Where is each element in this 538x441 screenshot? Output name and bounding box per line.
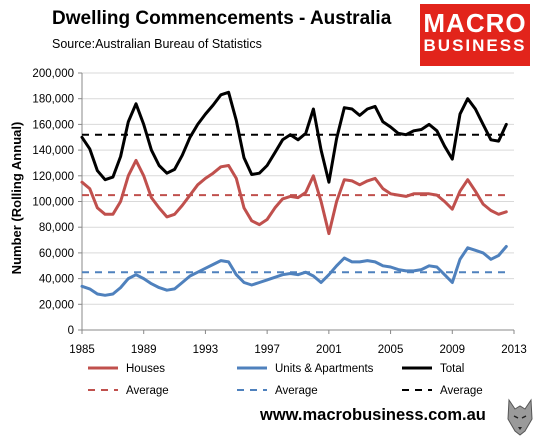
legend: Houses Units & Apartments Total Average Aver… [88, 363, 483, 397]
legend-label: Units & Apartments [275, 363, 374, 375]
legend-label: Average [275, 385, 318, 397]
footer-url: www.macrobusiness.com.au [260, 406, 486, 424]
chart-subtitle: Source:Australian Bureau of Statistics [52, 37, 262, 51]
logo-line-1: MACRO [423, 8, 527, 38]
x-tick-label: 1989 [131, 344, 157, 356]
y-tick-label: 100,000 [32, 197, 74, 209]
y-tick-label: 160,000 [32, 119, 74, 131]
y-tick-label: 180,000 [32, 94, 74, 106]
gridlines [82, 72, 514, 305]
y-tick-label: 60,000 [39, 248, 74, 260]
legend-label: Houses [126, 363, 165, 375]
chart-title: Dwelling Commencements - Australia [52, 8, 392, 29]
y-tick-labels: 0 20,000 40,000 60,000 80,000 100,000 120,000 1… [32, 68, 74, 337]
y-axis-label: Number (Rolling Annual) [9, 122, 24, 275]
legend-label: Average [440, 385, 483, 397]
x-tick-label: 1993 [193, 344, 219, 356]
x-tick-label: 2009 [439, 344, 465, 356]
series-line-total-2 [80, 90, 508, 184]
x-tick-label: 2001 [316, 344, 342, 356]
series-line-units-apartments-1 [80, 245, 508, 297]
logo-line-2: BUSINESS [423, 36, 527, 55]
y-tick-label: 20,000 [39, 299, 74, 311]
x-tick-label: 2005 [378, 344, 404, 356]
legend-label: Total [440, 363, 464, 375]
y-tick-label: 80,000 [39, 222, 74, 234]
x-tick-label: 1997 [254, 344, 280, 356]
series-line-houses-0 [80, 158, 508, 236]
y-tick-label: 200,000 [32, 68, 74, 80]
y-tick-label: 40,000 [39, 274, 74, 286]
x-tick-label: 1985 [69, 344, 95, 356]
legend-label: Average [126, 385, 169, 397]
y-tick-label: 120,000 [32, 171, 74, 183]
x-tick-label: 2013 [501, 344, 527, 356]
macrobusiness-logo: MACRO BUSINESS [420, 4, 530, 66]
x-tick-labels: 1985 1989 1993 1997 2001 2005 2009 2013 [69, 344, 527, 356]
y-tick-label: 140,000 [32, 145, 74, 157]
series-lines [80, 90, 508, 297]
y-tick-label: 0 [68, 325, 74, 337]
wolf-icon [507, 398, 533, 436]
